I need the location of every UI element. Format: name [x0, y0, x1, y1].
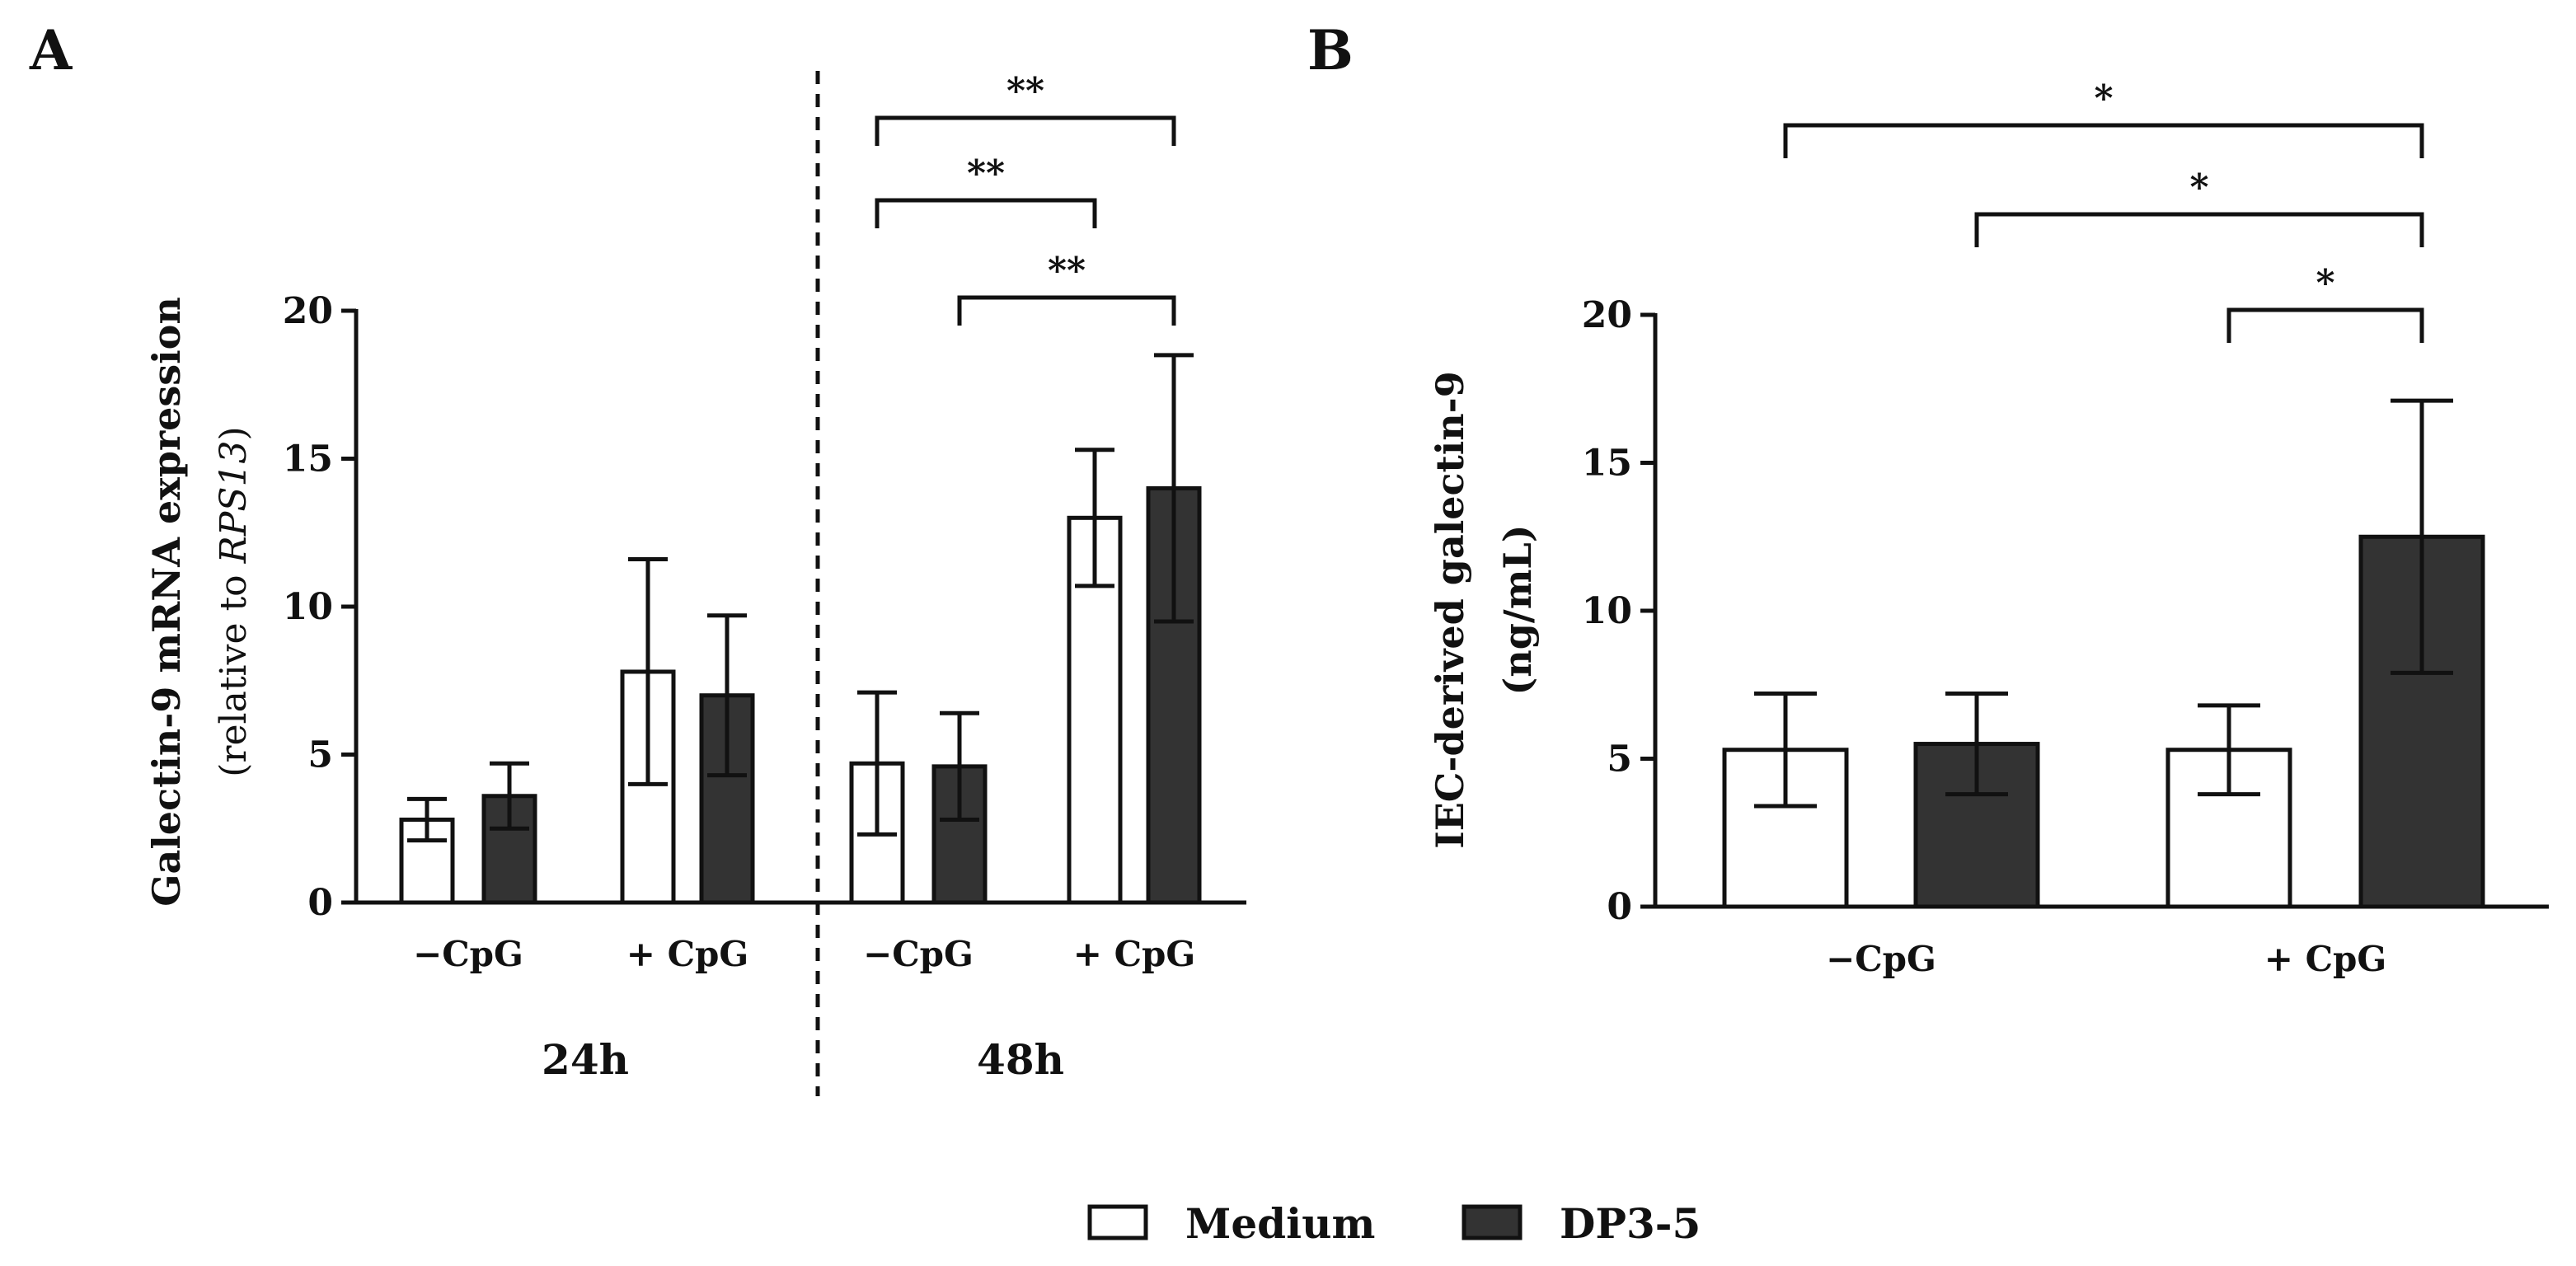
panel-a: A Galectin-9 mRNA expression (relative t…	[29, 18, 1246, 1096]
panel-b-y-tick-label: 20	[1582, 294, 1632, 336]
panel-a-ylabel-sub: (relative to RPS13)	[213, 426, 255, 776]
panel-a-ylabel-main: Galectin-9 mRNA expression	[144, 297, 189, 907]
panel-a-y-tick-label: 20	[283, 290, 333, 332]
panel-a-significance-label: **	[1006, 70, 1044, 112]
legend-swatch-dp3-5	[1462, 1204, 1523, 1240]
panel-a-y-tick-label: 10	[283, 586, 333, 628]
panel-a-significance-label: **	[1048, 250, 1086, 292]
panel-a-ylabel-sub-suffix: )	[213, 426, 255, 440]
legend-label: DP3-5	[1560, 1199, 1701, 1248]
panel-b-significance-label: *	[2316, 262, 2334, 304]
panel-b-significance-label: *	[2189, 166, 2208, 209]
panel-a-group-label: 24h	[542, 1035, 629, 1084]
panel-a-y-tick-label: 5	[307, 734, 333, 776]
panel-a-ylabel: Galectin-9 mRNA expression (relative to …	[144, 297, 255, 907]
panel-b-letter: B	[1307, 18, 1354, 82]
panel-b-y-tick-label: 10	[1582, 590, 1632, 632]
panel-b-ylabel-sub: (ng/mL)	[1495, 525, 1540, 696]
legend-label: Medium	[1185, 1199, 1375, 1248]
panel-b-significance-bracket	[1974, 212, 2424, 247]
panel-a-category-label: −CpG	[413, 934, 523, 974]
panel-b-category-label: −CpG	[1826, 939, 1936, 979]
panel-b-ylabel: IEC-derived galectin-9 (ng/mL)	[1428, 371, 1540, 849]
panel-b-plot: 0 5 10 15 20 −CpG + CpG * * *	[1582, 77, 2549, 979]
panel-a-category-label: −CpG	[863, 934, 974, 974]
panel-b-category-label: + CpG	[2264, 939, 2386, 979]
panel-a-ylabel-sub-prefix: (relative to	[213, 563, 255, 776]
panel-b: B IEC-derived galectin-9 (ng/mL) 0 5 10 15 2…	[1307, 18, 2549, 979]
panel-a-group-label: 48h	[977, 1035, 1064, 1084]
panel-a-y-tick-label: 15	[283, 438, 333, 481]
panel-b-y-tick-label: 5	[1607, 738, 1632, 781]
panel-a-significance-label: **	[967, 152, 1005, 195]
panel-b-significance-bracket	[2226, 307, 2424, 343]
panel-b-y-tick-label: 15	[1582, 443, 1632, 485]
panel-a-significance-bracket	[875, 198, 1097, 228]
panel-a-significance-bracket	[875, 115, 1176, 146]
panel-b-significance-bracket	[1783, 123, 2424, 158]
legend-swatch-medium	[1087, 1204, 1148, 1240]
panel-a-category-label: + CpG	[1073, 934, 1195, 974]
panel-a-letter: A	[29, 18, 73, 82]
panel-a-ylabel-sub-italic: RPS13	[213, 440, 255, 564]
panel-b-ylabel-main: IEC-derived galectin-9	[1428, 371, 1472, 849]
legend: Medium DP3-5	[1087, 1199, 1701, 1248]
panel-a-category-label: + CpG	[626, 934, 748, 974]
panel-a-y-tick-label: 0	[307, 882, 333, 924]
panel-b-y-tick-label: 0	[1607, 886, 1632, 928]
panel-b-significance-label: *	[2094, 77, 2113, 120]
panel-a-significance-bracket	[957, 295, 1176, 326]
